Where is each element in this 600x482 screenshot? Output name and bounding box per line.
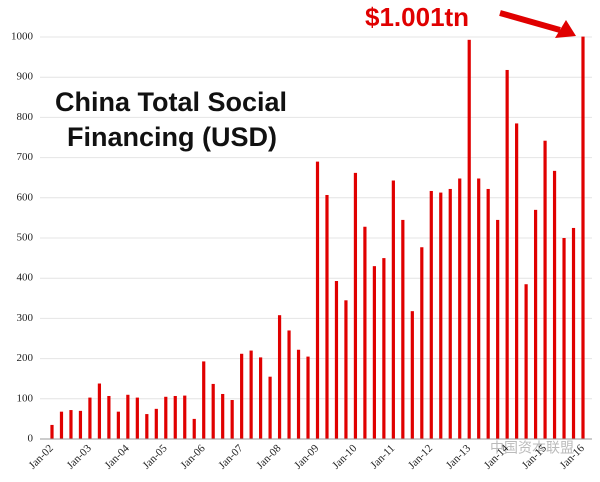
bar (391, 180, 395, 439)
x-tick-label: Jan-02 (27, 442, 56, 471)
bar (496, 219, 500, 439)
bar (467, 39, 471, 440)
y-tick-label: 800 (17, 111, 34, 123)
bar (315, 161, 320, 439)
bar (69, 410, 73, 439)
x-tick-label: Jan-11 (368, 442, 397, 471)
bar (221, 393, 225, 439)
bar (439, 192, 443, 439)
bar (107, 395, 111, 439)
bar (164, 396, 168, 439)
x-tick-label: Jan-10 (330, 442, 360, 472)
bar (334, 281, 339, 439)
x-tick-label: Jan-05 (140, 442, 170, 472)
chart-title-line: Financing (USD) (67, 122, 277, 152)
bar (562, 238, 566, 439)
bar (192, 418, 196, 439)
bar (363, 226, 367, 439)
bar (571, 227, 576, 439)
bar (59, 411, 64, 439)
y-tick-label: 300 (17, 312, 34, 324)
y-tick-label: 400 (17, 272, 34, 284)
bar (88, 397, 92, 439)
x-tick-label: Jan-06 (178, 442, 208, 472)
x-tick-label: Jan-13 (444, 442, 474, 472)
bar (581, 36, 585, 440)
bar (306, 356, 310, 439)
bar (202, 361, 206, 439)
bar (78, 410, 83, 439)
y-tick-label: 700 (17, 151, 34, 163)
bar (353, 172, 358, 439)
bar (533, 209, 538, 439)
bar (183, 395, 187, 439)
bar (97, 383, 102, 439)
bar (344, 300, 348, 439)
y-tick-label: 0 (28, 433, 34, 445)
bar (543, 140, 547, 439)
bar (173, 395, 177, 439)
bar (505, 69, 509, 440)
bar (154, 408, 158, 439)
bar (211, 383, 215, 439)
bar (429, 190, 433, 439)
bars (50, 36, 585, 440)
x-tick-label: Jan-09 (292, 442, 322, 472)
x-tick-label: Jan-12 (406, 442, 435, 471)
x-tick-label: Jan-07 (216, 442, 246, 472)
annotation-arrow (499, 10, 561, 33)
bar (277, 315, 282, 439)
annotation: $1.001tn (365, 2, 469, 32)
bar (401, 219, 405, 439)
bar (296, 349, 301, 439)
bar (50, 424, 54, 439)
x-tick-label: Jan-08 (254, 442, 284, 472)
bar (410, 311, 414, 439)
bar (477, 178, 481, 439)
bar (458, 178, 462, 439)
x-tick-label: Jan-04 (103, 442, 133, 472)
y-tick-label: 200 (17, 352, 34, 364)
bar (126, 394, 130, 439)
bar (230, 400, 234, 439)
y-tick-label: 600 (17, 191, 34, 203)
y-tick-label: 1000 (11, 31, 34, 43)
bar (420, 247, 424, 439)
bar (382, 258, 386, 439)
bar (448, 188, 452, 439)
bar (287, 330, 291, 439)
bar (116, 411, 120, 439)
x-tick-label: Jan-03 (65, 442, 95, 472)
bar (524, 284, 528, 439)
bar (325, 194, 329, 439)
bar (249, 350, 253, 439)
bar (145, 414, 149, 439)
bar (135, 397, 139, 439)
watermark: 中国资本联盟 (490, 440, 574, 456)
y-tick-label: 900 (17, 71, 34, 83)
annotation-arrow-head (555, 20, 576, 38)
bar (372, 266, 376, 439)
y-tick-label: 100 (17, 392, 34, 404)
chart-title-line: China Total Social (55, 87, 287, 117)
bar (486, 188, 490, 439)
bar (552, 170, 557, 439)
y-tick-label: 500 (17, 232, 34, 244)
bar (259, 357, 263, 439)
bar (268, 376, 272, 439)
bar (515, 123, 519, 440)
bar (240, 353, 244, 439)
